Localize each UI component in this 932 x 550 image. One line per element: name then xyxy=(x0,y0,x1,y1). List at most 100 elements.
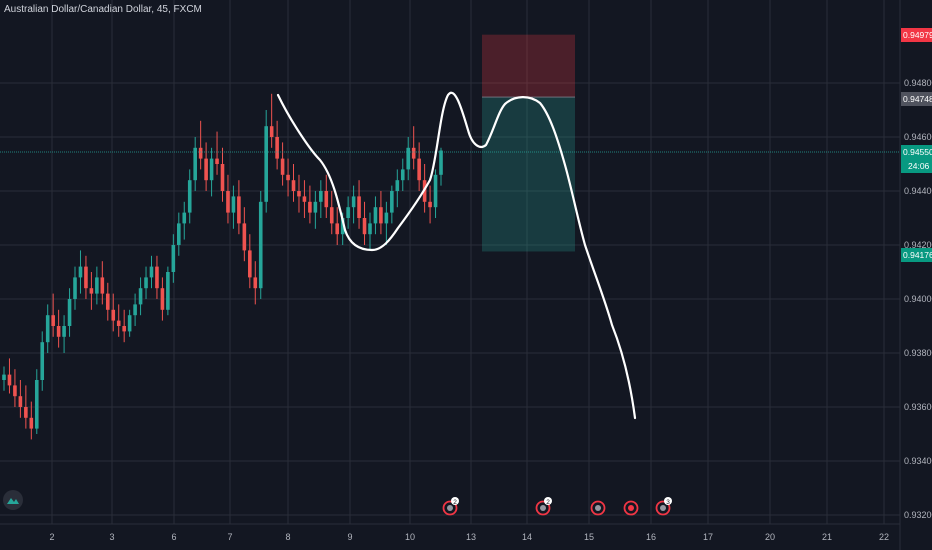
candle-body xyxy=(149,266,154,278)
candle xyxy=(73,266,77,310)
candle xyxy=(275,120,279,170)
take-profit-zone[interactable] xyxy=(482,97,575,252)
x-tick-label: 3 xyxy=(109,532,114,542)
event-marker-icon[interactable]: 2 xyxy=(442,497,460,516)
x-tick-label: 8 xyxy=(285,532,290,542)
candle xyxy=(215,131,219,175)
event-marker-icon[interactable]: 2 xyxy=(535,497,553,516)
candle xyxy=(34,369,39,434)
candle xyxy=(346,196,350,229)
candle-body xyxy=(264,126,268,202)
candle-body xyxy=(100,277,105,294)
candle xyxy=(177,212,181,256)
candle-body xyxy=(111,309,116,321)
candle xyxy=(384,201,389,245)
candle xyxy=(308,185,312,224)
svg-text:0.94550: 0.94550 xyxy=(903,147,932,157)
candle xyxy=(155,255,159,299)
stop-loss-zone[interactable] xyxy=(482,34,575,98)
candle-body xyxy=(7,374,12,386)
candle-body xyxy=(319,191,323,202)
projection-curve[interactable] xyxy=(276,91,637,420)
candle-body xyxy=(357,196,361,218)
candle xyxy=(18,380,23,418)
candle xyxy=(198,120,203,170)
candle-body xyxy=(105,293,110,310)
candle xyxy=(258,191,263,299)
candle-body xyxy=(193,147,197,181)
position-zones[interactable] xyxy=(482,34,575,252)
candle-body xyxy=(439,150,443,175)
candle xyxy=(297,174,301,213)
candle-body xyxy=(400,169,405,181)
candle-body xyxy=(237,196,241,224)
x-tick-label: 9 xyxy=(347,532,352,542)
candle-body xyxy=(73,277,77,299)
candle-body xyxy=(62,326,66,337)
candle-body xyxy=(324,191,329,208)
x-tick-label: 10 xyxy=(405,532,415,542)
candle xyxy=(209,147,214,197)
candle xyxy=(40,331,45,391)
candle xyxy=(357,180,361,229)
price-label-current: 0.94550 24:06 xyxy=(901,145,932,173)
candle-body xyxy=(220,164,225,191)
event-count-label: 2 xyxy=(453,499,457,506)
event-markers[interactable]: 2 2 3 xyxy=(442,497,673,516)
bar-countdown: 24:06 xyxy=(908,161,930,171)
svg-text:0.94176: 0.94176 xyxy=(903,250,932,260)
candle xyxy=(2,366,6,391)
candle xyxy=(351,185,356,224)
candle xyxy=(400,158,405,191)
x-tick-label: 15 xyxy=(584,532,594,542)
candle-body xyxy=(313,201,318,213)
candle-body xyxy=(78,266,83,278)
candle-body xyxy=(351,196,356,208)
mountain-icon xyxy=(7,498,19,504)
candle-body xyxy=(308,201,312,213)
candle xyxy=(395,169,400,208)
candle-body xyxy=(187,180,192,213)
candle xyxy=(127,309,132,337)
candle xyxy=(329,191,334,235)
candle-body xyxy=(155,266,159,289)
event-marker-icon[interactable]: 3 xyxy=(655,497,673,516)
candle-body xyxy=(2,374,6,380)
tradingview-logo-icon[interactable] xyxy=(3,490,23,510)
candle-body xyxy=(24,407,28,418)
x-tick-label: 6 xyxy=(171,532,176,542)
event-marker-icon[interactable] xyxy=(623,500,639,516)
candle xyxy=(286,158,290,197)
candle xyxy=(302,180,307,218)
event-marker-icon[interactable] xyxy=(590,500,606,516)
chart-title: Australian Dollar/Canadian Dollar, 45, F… xyxy=(4,4,202,15)
candle xyxy=(56,309,61,348)
candle-body xyxy=(275,137,279,159)
candle xyxy=(111,293,116,332)
candle xyxy=(84,255,88,299)
candle-body xyxy=(329,207,334,224)
candle-body xyxy=(248,250,252,278)
candle xyxy=(116,304,121,337)
candle xyxy=(313,191,318,229)
candle xyxy=(248,234,252,289)
candle-body xyxy=(362,218,367,235)
candle-body xyxy=(286,174,290,181)
candle xyxy=(226,174,230,224)
time-axis[interactable]: 2 3 6 7 8 9 10 13 14 15 16 17 20 21 22 xyxy=(49,532,889,542)
candle-body xyxy=(133,304,137,316)
candle-body xyxy=(379,207,383,224)
candle-body xyxy=(171,245,176,272)
candle xyxy=(193,137,197,191)
candle xyxy=(29,401,34,440)
candle-body xyxy=(433,174,438,208)
candle xyxy=(280,142,285,186)
candle xyxy=(144,266,148,299)
